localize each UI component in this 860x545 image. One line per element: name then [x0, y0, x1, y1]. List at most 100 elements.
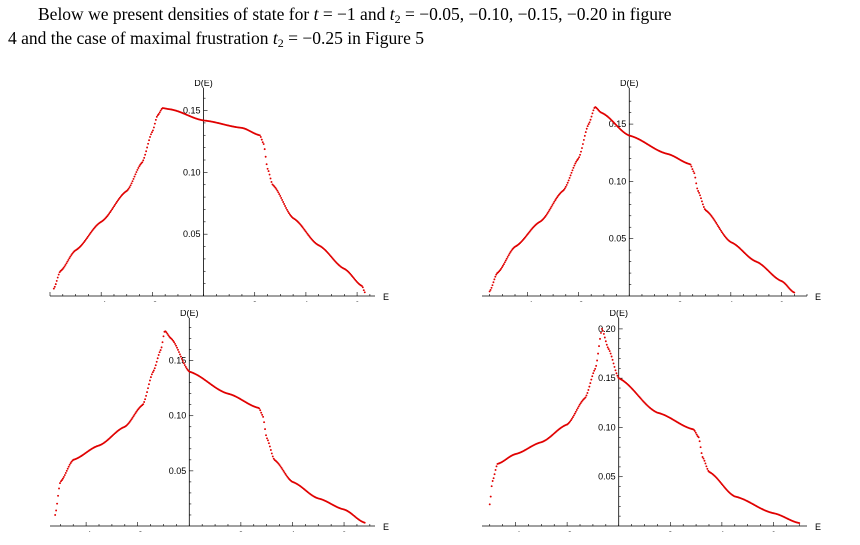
data-point — [182, 362, 185, 365]
data-point — [603, 336, 606, 339]
data-point — [152, 129, 154, 132]
data-point — [591, 112, 594, 115]
data-point — [572, 414, 575, 417]
data-point — [589, 118, 592, 121]
data-point — [141, 161, 144, 164]
data-point — [133, 175, 136, 178]
data-point — [62, 475, 65, 478]
data-point — [492, 477, 495, 480]
data-point — [265, 163, 268, 166]
data-point — [571, 416, 574, 419]
data-point — [360, 284, 363, 287]
data-point — [64, 263, 67, 266]
data-point — [600, 331, 602, 334]
data-point — [86, 235, 89, 238]
data-point — [263, 421, 266, 424]
data-point — [604, 340, 607, 343]
x-tick-label: 4 — [728, 300, 733, 302]
data-point — [595, 364, 598, 367]
data-point — [694, 176, 697, 179]
data-point — [493, 278, 496, 281]
data-point — [546, 212, 549, 214]
data-point — [68, 463, 71, 466]
data-point — [67, 465, 70, 468]
data-point — [695, 182, 698, 185]
data-point — [113, 205, 116, 208]
data-point — [265, 434, 267, 437]
x-tick-label: 4 — [290, 530, 295, 532]
data-point — [112, 206, 115, 209]
intro-line-2: 4 and the case of maximal frustration t2… — [8, 26, 854, 50]
data-point — [269, 449, 272, 451]
data-point — [83, 241, 85, 244]
data-point — [609, 352, 612, 355]
data-point — [570, 171, 573, 174]
data-point — [136, 168, 139, 171]
data-point — [589, 382, 592, 385]
data-point — [65, 469, 68, 472]
data-point — [718, 226, 721, 229]
x-tick-label: −4 — [81, 530, 91, 532]
data-point — [284, 205, 287, 207]
data-point — [581, 143, 584, 145]
data-point — [564, 185, 567, 188]
x-tick-label: 6 — [342, 530, 347, 532]
data-point — [590, 115, 593, 118]
data-point — [491, 284, 494, 287]
data-point — [612, 362, 615, 365]
data-point — [262, 415, 265, 418]
data-point — [87, 234, 90, 237]
data-point — [584, 131, 587, 134]
data-point — [694, 431, 697, 434]
data-point — [705, 465, 708, 468]
data-point — [716, 223, 719, 226]
data-point — [133, 413, 136, 416]
data-point — [58, 487, 60, 490]
data-point — [574, 162, 577, 165]
data-point — [274, 186, 277, 189]
data-point — [695, 433, 698, 436]
data-point — [177, 348, 179, 351]
data-point — [154, 118, 157, 121]
x-axis-label: E — [383, 522, 389, 532]
data-point — [491, 480, 494, 482]
data-point — [490, 286, 493, 289]
data-point — [697, 190, 700, 192]
data-point — [151, 371, 154, 374]
y-tick-label: 0.15 — [598, 373, 616, 383]
data-point — [143, 156, 146, 159]
data-point — [264, 155, 267, 158]
data-point — [720, 231, 723, 234]
data-point — [287, 210, 289, 213]
data-point — [285, 206, 288, 209]
data-point — [282, 469, 285, 472]
data-point — [697, 436, 700, 439]
data-point — [569, 420, 571, 423]
data-point — [587, 389, 590, 391]
data-point — [607, 348, 610, 351]
y-tick-label: 0.05 — [169, 466, 187, 476]
data-point — [703, 459, 706, 462]
data-point — [548, 208, 551, 211]
data-point — [262, 143, 265, 145]
data-point — [693, 430, 696, 432]
data-point — [54, 283, 57, 286]
data-point — [160, 346, 163, 349]
data-point — [67, 258, 70, 261]
data-point — [277, 191, 280, 194]
data-point — [713, 219, 716, 221]
data-point — [596, 359, 599, 362]
data-point — [152, 126, 155, 129]
x-tick-label: 2 — [668, 530, 673, 532]
data-point — [714, 220, 717, 223]
data-point — [165, 331, 168, 334]
data-point — [585, 127, 588, 130]
data-point — [280, 196, 283, 199]
data-point — [107, 213, 110, 216]
data-point — [721, 232, 724, 235]
data-point — [156, 357, 159, 360]
data-point — [148, 139, 151, 142]
data-point — [271, 455, 274, 458]
data-point — [580, 150, 582, 153]
data-point — [272, 457, 275, 460]
